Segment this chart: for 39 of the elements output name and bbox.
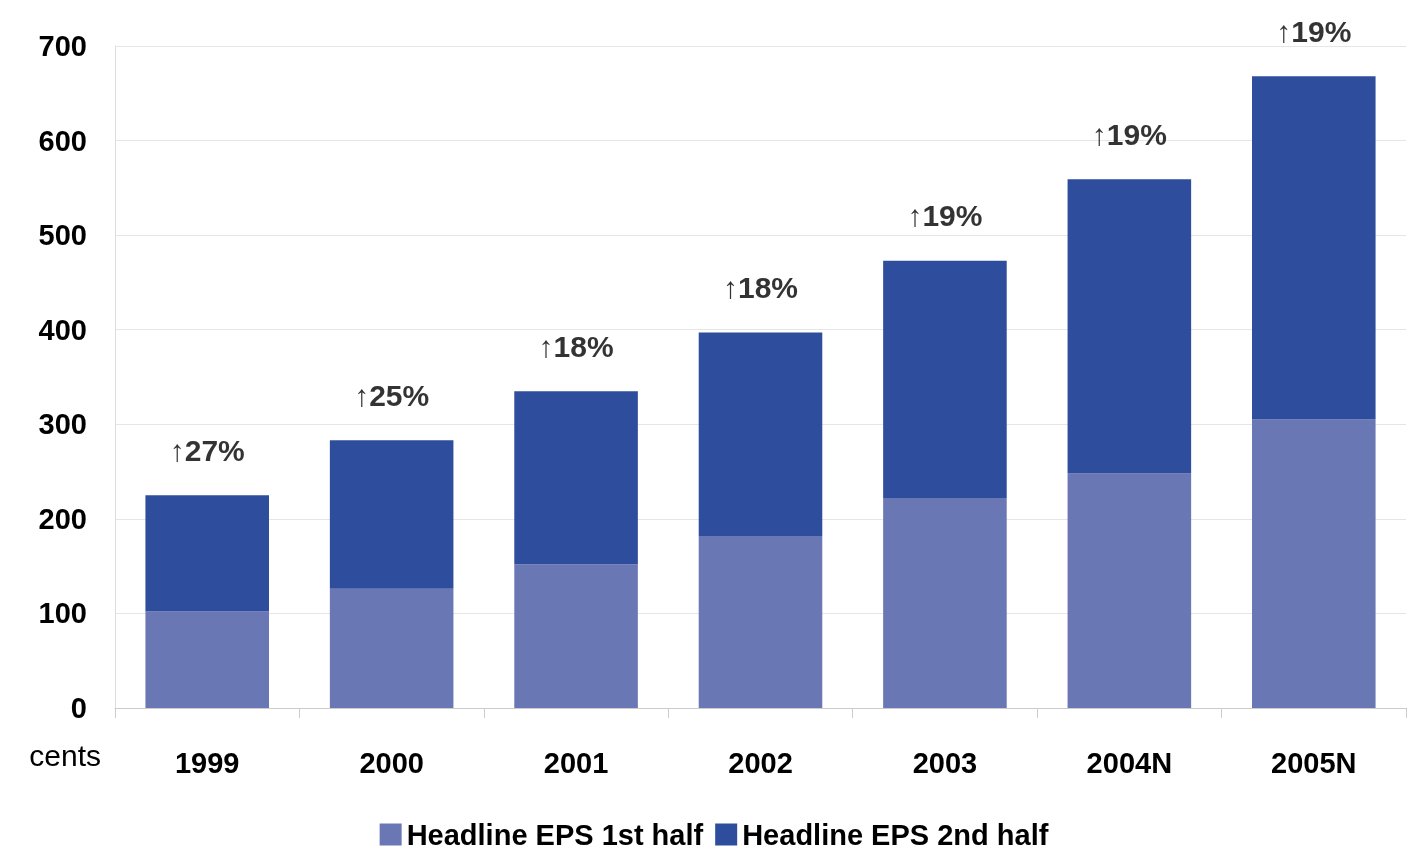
bar	[1067, 179, 1192, 474]
x-tick-label: 2001	[543, 746, 609, 779]
bar	[698, 332, 823, 536]
annotation: ↑19%	[907, 199, 983, 233]
y-tick-label: 200	[38, 502, 87, 535]
bar	[883, 260, 1007, 499]
bar	[1252, 419, 1376, 708]
bar	[329, 588, 454, 708]
annotation: ↑19%	[1276, 14, 1352, 48]
y-tick-label: 300	[38, 408, 87, 441]
annotation: ↑18%	[538, 329, 614, 363]
y-tick-label: 0	[70, 692, 87, 724]
x-tick-label: 1999	[174, 746, 240, 779]
annotation: ↑25%	[354, 378, 430, 412]
x-tick-label: 2004N	[1086, 746, 1173, 779]
bar	[329, 440, 454, 589]
y-axis-title: cents	[29, 738, 101, 772]
x-tick-label: 2000	[359, 746, 424, 779]
bar	[145, 611, 269, 708]
annotation: ↑18%	[722, 271, 799, 305]
bar	[514, 391, 638, 565]
bar	[883, 498, 1007, 708]
legend-label: Headline EPS 1st half	[406, 818, 704, 851]
x-tick-label: 2002	[728, 746, 793, 779]
x-tick-label: 2003	[912, 746, 978, 779]
bar	[698, 535, 823, 708]
y-tick-label: 100	[38, 597, 87, 630]
bar	[1067, 473, 1192, 708]
legend-label: Headline EPS 2nd half	[742, 818, 1049, 851]
y-tick-label: 700	[38, 30, 87, 62]
annotation: ↑19%	[1091, 117, 1167, 151]
y-tick-label: 500	[38, 219, 87, 252]
bar	[1252, 76, 1376, 420]
bar	[145, 495, 269, 612]
y-tick-label: 400	[38, 313, 87, 346]
y-tick-label: 600	[38, 124, 87, 157]
annotation: ↑27%	[169, 433, 245, 467]
x-tick-label: 2005N	[1271, 746, 1357, 779]
bar	[514, 564, 638, 708]
